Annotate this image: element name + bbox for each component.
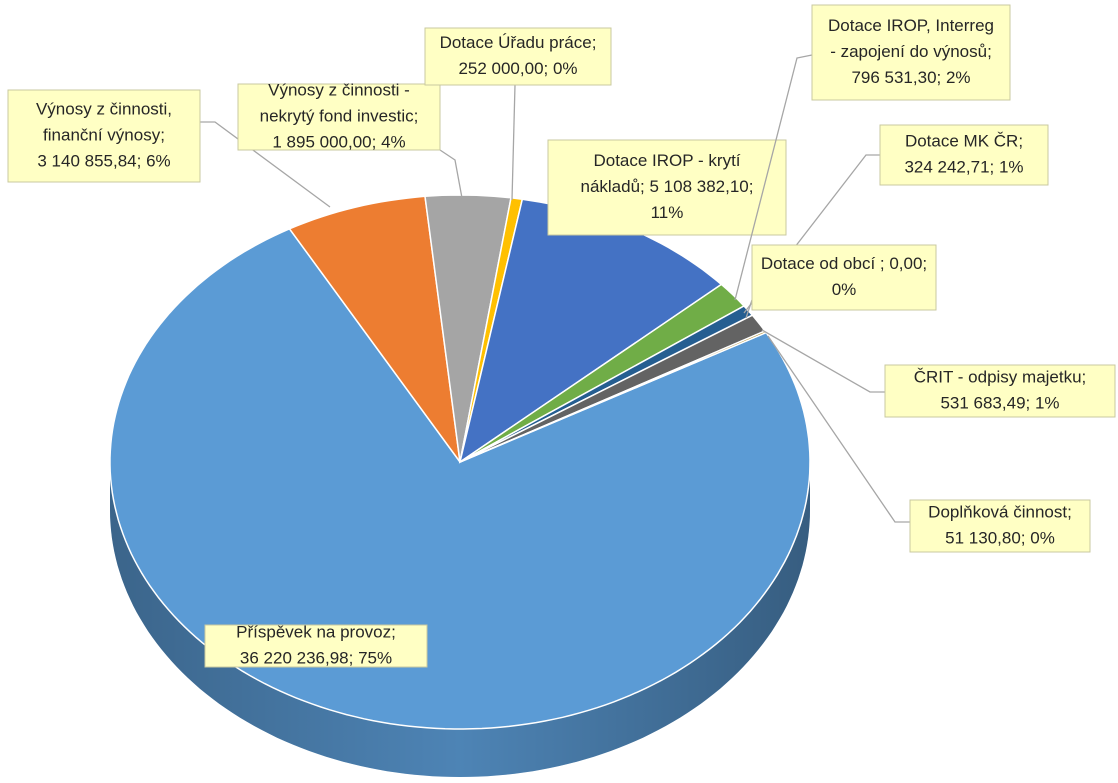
leader-line xyxy=(767,335,910,523)
data-label: 11% xyxy=(651,203,684,222)
pie-tops xyxy=(109,194,811,730)
label-box xyxy=(884,364,1116,418)
data-label: nákladů; 5 108 382,10; xyxy=(581,177,754,196)
leader-line xyxy=(511,84,516,201)
label-box xyxy=(909,499,1091,553)
leader-line xyxy=(439,149,463,199)
data-label: - zapojení do výnosů; xyxy=(830,42,992,61)
data-label: Výnosy z činnosti, xyxy=(36,99,172,118)
data-label: Dotace IROP, Interreg xyxy=(828,16,994,35)
data-labels: Příspěvek na provoz; 36 220 236,98; 75% Vý… xyxy=(7,4,1116,668)
leader-line xyxy=(200,121,331,208)
label-box xyxy=(811,4,1011,101)
data-label: Dotace od obcí ; 0,00; xyxy=(761,254,927,273)
label-box xyxy=(7,89,201,183)
data-label: 3 140 855,84; 6% xyxy=(37,151,170,170)
data-label: Dotace Úřadu práce; xyxy=(440,33,597,52)
label-box xyxy=(204,624,428,668)
leader-line xyxy=(745,299,753,319)
leader-line xyxy=(761,329,885,393)
data-label: 252 000,00; 0% xyxy=(458,59,577,78)
data-label: 0% xyxy=(832,280,857,299)
pie-side-shade xyxy=(110,462,810,777)
pie-slice xyxy=(424,194,512,463)
label-box xyxy=(751,244,937,311)
data-label: Doplňková činnost; xyxy=(928,502,1072,521)
data-label: 1 895 000,00; 4% xyxy=(272,132,405,151)
label-box xyxy=(237,83,441,151)
data-label: 324 242,71; 1% xyxy=(904,157,1023,176)
data-label: Dotace IROP - krytí xyxy=(593,151,740,170)
data-label: Dotace MK ČR; xyxy=(905,131,1023,150)
pie-slice xyxy=(109,227,811,730)
data-label: 51 130,80; 0% xyxy=(945,528,1055,547)
data-label: Příspěvek na provoz; xyxy=(236,622,396,641)
data-label: 531 683,49; 1% xyxy=(940,393,1059,412)
pie-slice xyxy=(288,195,461,463)
pie-sides xyxy=(110,462,810,777)
data-label: 36 220 236,98; 75% xyxy=(240,648,392,667)
data-label: Výnosy z činnosti - xyxy=(268,80,410,99)
data-label: 796 531,30; 2% xyxy=(851,68,970,87)
label-box xyxy=(879,124,1049,186)
data-label: ČRIT - odpisy majetku; xyxy=(914,367,1087,386)
label-box xyxy=(424,27,612,86)
label-box xyxy=(547,139,787,236)
data-label: finanční výnosy; xyxy=(43,125,165,144)
data-label: nekrytý fond investic; xyxy=(260,106,419,125)
leader-line xyxy=(734,54,813,301)
